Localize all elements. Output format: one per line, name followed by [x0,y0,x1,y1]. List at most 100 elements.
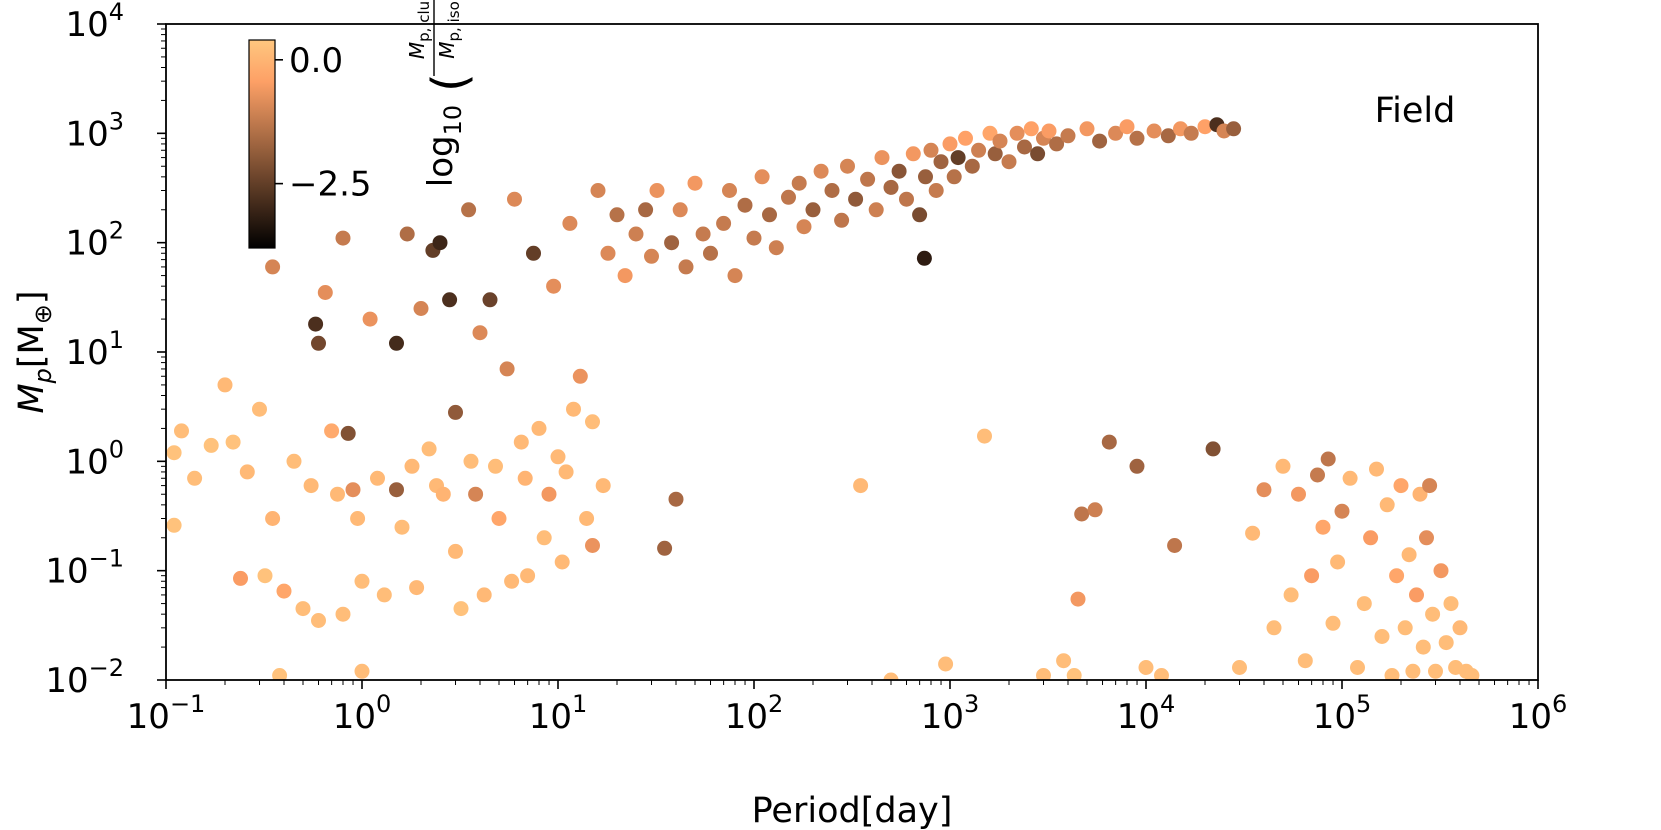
data-point [174,423,189,439]
data-point [1283,587,1299,603]
data-point [905,146,921,162]
data-point [554,554,570,570]
y-tick-label: 104 [65,0,124,45]
data-point [933,154,949,170]
data-point [609,207,625,223]
data-point [1030,146,1046,162]
data-point [340,425,356,441]
data-point [628,226,644,242]
data-point [1304,568,1320,584]
data-point [853,478,869,494]
data-point [272,668,288,680]
y-tick-label: 101 [65,326,124,373]
data-point [1205,441,1221,457]
y-tick-label: 102 [65,217,124,264]
data-point [1001,154,1017,170]
data-point [942,136,958,152]
data-point [928,183,944,198]
data-point [1428,663,1443,679]
colorbar-gradient [248,39,276,249]
data-point [727,268,743,284]
x-tick-label: 100 [333,690,392,737]
data-point [276,583,292,599]
data-point [468,486,484,502]
data-point [526,245,541,261]
data-point [1342,470,1358,486]
data-point [1379,497,1395,513]
data-point [499,361,515,377]
y-axis-label: Mp[M⊕] [12,290,57,413]
data-point [1464,668,1480,680]
data-point [638,202,654,218]
x-tick-label: 103 [921,690,980,737]
data-point [546,278,562,294]
data-point [971,142,987,158]
data-point [1397,620,1413,636]
data-point [737,197,753,213]
data-point [421,441,437,457]
data-point [1315,519,1331,535]
data-point [1160,128,1176,144]
data-point [1197,119,1213,135]
data-point [746,230,762,246]
colorbar-tick-label: 0.0 [289,41,343,81]
data-point [520,568,536,584]
data-point [308,316,324,332]
data-point [590,183,606,198]
data-point [946,169,962,185]
data-point [461,202,477,218]
data-point [265,259,281,275]
x-tick-label: 104 [1117,690,1176,737]
data-point [813,163,829,179]
data-point [566,401,581,417]
data-point [1384,668,1400,680]
data-point [394,519,410,535]
data-point [513,434,529,450]
data-point [848,191,864,207]
data-point [891,163,907,179]
data-point [541,486,557,502]
data-point [1369,461,1384,477]
data-point [860,171,876,187]
x-tick-label: 105 [1313,690,1372,737]
x-tick-label: 106 [1509,690,1568,737]
data-point [286,453,302,469]
data-point [1266,620,1282,636]
data-point [754,169,770,185]
data-point [203,437,219,453]
data-point [824,183,840,198]
data-point [899,191,914,207]
data-point [476,587,492,603]
data-point [252,401,267,417]
data-point [1119,119,1135,135]
data-point [166,445,182,461]
data-point [389,482,404,498]
data-point [517,470,533,486]
data-point [1291,486,1306,502]
data-point [964,158,980,174]
data-point [1415,639,1431,655]
data-point [225,434,241,450]
data-point [1433,563,1449,579]
data-point [265,511,281,526]
colorbar-ticks: 0.0 −2.5 [275,41,372,205]
data-point [874,150,890,166]
data-point [1325,615,1341,631]
data-point [187,470,203,486]
data-point [703,245,718,261]
data-point [362,311,378,327]
data-point [1129,458,1145,474]
data-point [1066,668,1082,680]
data-point [781,189,796,205]
y-tick-label: 100 [65,435,124,482]
data-point [1023,121,1039,137]
data-point [1409,587,1424,603]
data-point [883,179,899,195]
data-point [664,235,680,251]
data-point [1036,668,1051,680]
data-point [217,377,233,393]
data-point [649,183,665,198]
data-point [678,259,694,275]
data-point [1275,458,1291,474]
data-point [992,133,1008,149]
